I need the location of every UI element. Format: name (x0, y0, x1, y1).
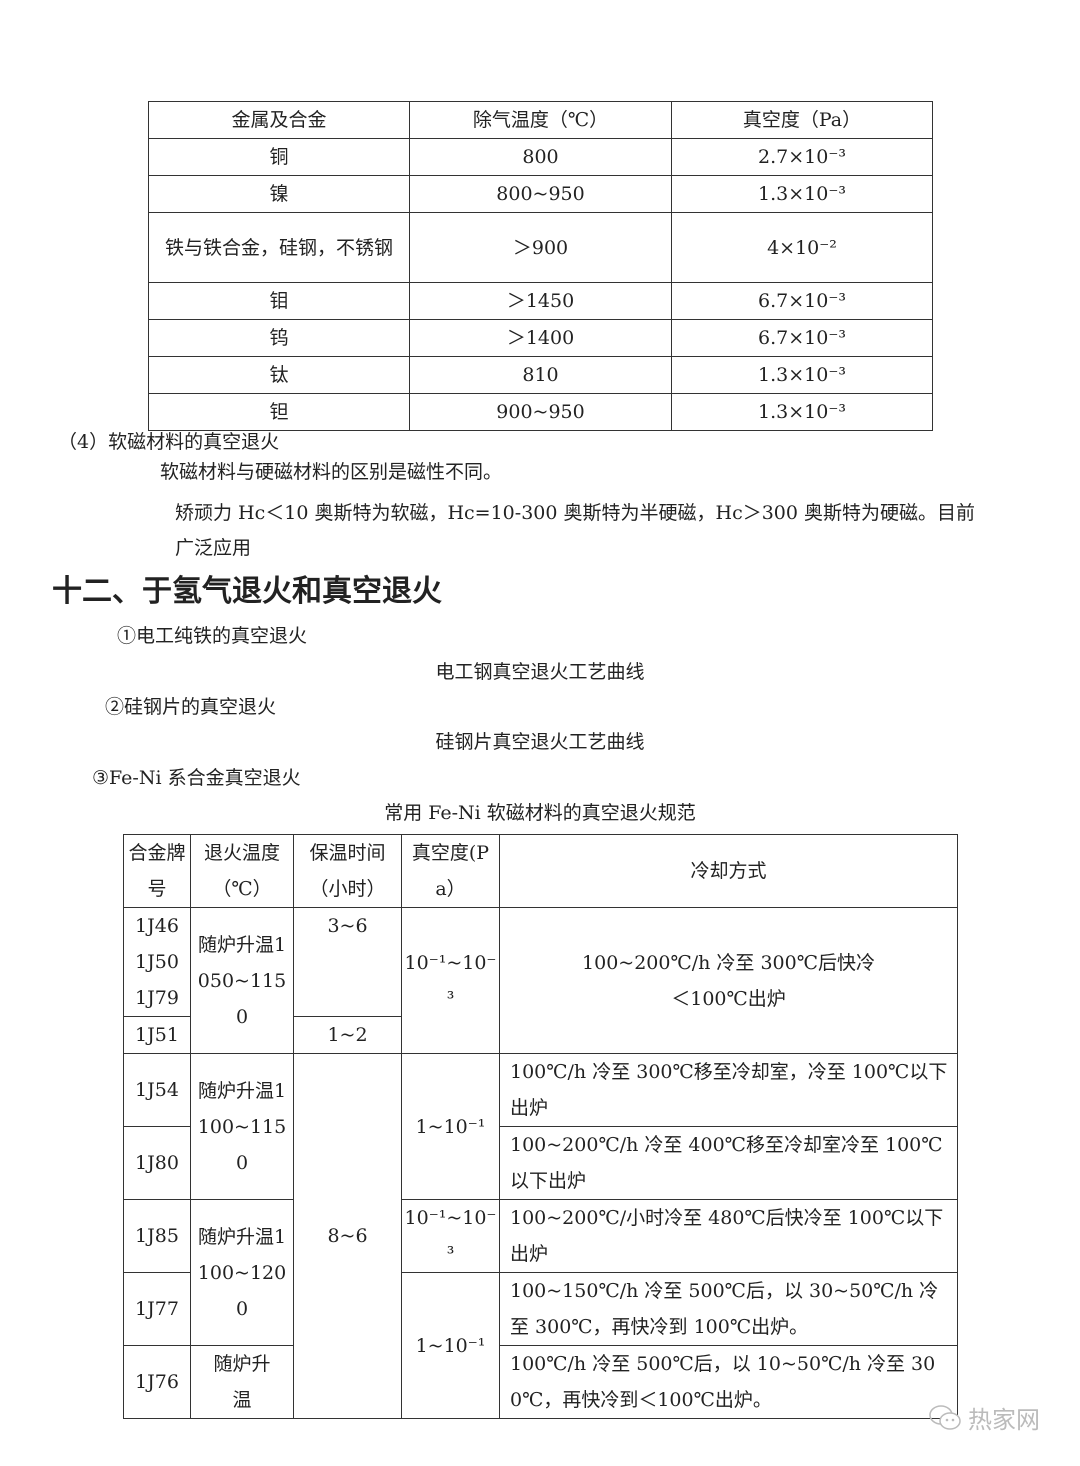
table-row: 1J76 随炉升温 100℃/h 冷至 500℃后，以 10~50℃/h 冷至 … (123, 1345, 958, 1419)
table-row: 铜 800 2.7×10⁻³ (148, 138, 933, 176)
figure-caption: 电工钢真空退火工艺曲线 (435, 661, 645, 683)
cell: 钽 (148, 393, 410, 431)
paragraph: 矫顽力 Hc＜10 奥斯特为软磁，Hc=10-300 奥斯特为半硬磁，Hc＞30… (175, 502, 976, 524)
cell: ＞1400 (409, 319, 672, 357)
degassing-table: 金属及合金 除气温度（℃） 真空度（Pa） 铜 800 2.7×10⁻³ 镍 800~… (148, 101, 933, 431)
table-row: 钼＞1450 6.7×10⁻³ (148, 282, 933, 320)
table-row: 1J54 随炉升温1100~1150 8~6 1~10⁻¹ 100℃/h 冷至 … (123, 1053, 958, 1419)
cooling-cell: 100℃/h 冷至 500℃后，以 10~50℃/h 冷至 300℃，再快冷到＜… (499, 1345, 958, 1419)
cell: 钼 (148, 282, 410, 320)
header-cell: 保温时间（小时） (293, 834, 402, 908)
temp-cell: 随炉升温 (190, 1345, 294, 1419)
table-header-row: 金属及合金 除气温度（℃） 真空度（Pa） (148, 101, 933, 139)
vacuum-cell: 10⁻¹~10⁻³ (401, 907, 500, 1054)
cell: 铁与铁合金，硅钢，不锈钢 (148, 212, 410, 283)
section-heading: 十二、于氢气退火和真空退火 (52, 574, 442, 609)
wechat-icon (929, 1404, 961, 1430)
hold-cell: 8~6 (293, 1053, 402, 1419)
alloy-cell: 1J80 (123, 1126, 191, 1200)
watermark: 热家网 (928, 1400, 1040, 1435)
header-cell: 真空度(Pa） (401, 834, 500, 908)
cell: 1.3×10⁻³ (671, 356, 933, 394)
vacuum-cell: 10⁻¹~10⁻³ (401, 1199, 500, 1273)
cell: 铜 (148, 138, 410, 176)
cell: 810 (409, 356, 672, 394)
header-cell: 除气温度（℃） (409, 101, 672, 139)
header-cell: 退火温度（℃） (190, 834, 294, 908)
cooling-cell: 100~150℃/h 冷至 500℃后，以 30~50℃/h 冷至 300℃，再… (499, 1272, 958, 1346)
cell: 钛 (148, 356, 410, 394)
table-row: 1J51 1~2 (123, 1016, 958, 1054)
table-row: 1J77 1~10⁻¹ 100~150℃/h 冷至 500℃后，以 30~50℃… (123, 1272, 958, 1419)
table-row: 钨＞1400 6.7×10⁻³ (148, 319, 933, 357)
cooling-cell: 100~200℃/h 冷至 400℃移至冷却室冷至 100℃以下出炉 (499, 1126, 958, 1200)
alloy-cell: 1J46 1J50 1J79 (123, 907, 191, 1017)
cell: 4×10⁻² (671, 212, 933, 283)
table-caption: 常用 Fe-Ni 软磁材料的真空退火规范 (384, 802, 696, 824)
alloy-cell: 1J76 (123, 1345, 191, 1419)
fe-ni-annealing-table: 合金牌号 退火温度（℃） 保温时间（小时） 真空度(Pa） 冷却方式 1J46 … (123, 834, 958, 1419)
table-row: 1J46 1J50 1J79 随炉升温1050~1150 3~6 10⁻¹~10… (123, 907, 958, 1054)
vacuum-cell: 1~10⁻¹ (401, 1053, 500, 1200)
vacuum-cell: 1~10⁻¹ (401, 1272, 500, 1419)
cooling-cell: 100~200℃/小时冷至 480℃后快冷至 100℃以下出炉 (499, 1199, 958, 1273)
header-cell: 冷却方式 (499, 834, 958, 908)
table-row: 镍 800~950 1.3×10⁻³ (148, 175, 933, 213)
list-item: ②硅钢片的真空退火 (105, 696, 277, 718)
hold-cell: 3~6 (293, 907, 402, 1017)
header-cell: 真空度（Pa） (671, 101, 933, 139)
cell: ＞900 (409, 212, 672, 283)
table-row: 1J85 随炉升温1100~1200 10⁻¹~10⁻³ 100~200℃/小时… (123, 1199, 958, 1346)
cell: 1.3×10⁻³ (671, 393, 933, 431)
alloy-cell: 1J77 (123, 1272, 191, 1346)
table-row: 钽 900~950 1.3×10⁻³ (148, 393, 933, 431)
cell: 6.7×10⁻³ (671, 319, 933, 357)
hold-cell: 1~2 (293, 1016, 402, 1054)
figure-caption: 硅钢片真空退火工艺曲线 (435, 731, 645, 753)
temp-cell: 随炉升温1100~1150 (190, 1053, 294, 1200)
cell: 800~950 (409, 175, 672, 213)
alloy-cell: 1J85 (123, 1199, 191, 1273)
table-row: 钛 810 1.3×10⁻³ (148, 356, 933, 394)
cell: 6.7×10⁻³ (671, 282, 933, 320)
list-item: ③Fe-Ni 系合金真空退火 (92, 767, 301, 789)
cooling-cell: 100~200℃/h 冷至 300℃后快冷 ＜100℃出炉 (499, 907, 958, 1054)
cell: 800 (409, 138, 672, 176)
header-cell: 合金牌号 (123, 834, 191, 908)
paragraph: 软磁材料与硬磁材料的区别是磁性不同。 (160, 461, 503, 483)
alloy-cell: 1J54 (123, 1053, 191, 1127)
cell: 镍 (148, 175, 410, 213)
temp-cell: 随炉升温1050~1150 (190, 907, 294, 1054)
table-header-row: 合金牌号 退火温度（℃） 保温时间（小时） 真空度(Pa） 冷却方式 (123, 834, 958, 908)
cell: 2.7×10⁻³ (671, 138, 933, 176)
cell: 900~950 (409, 393, 672, 431)
cell: ＞1450 (409, 282, 672, 320)
section-title: （4）软磁材料的真空退火 (58, 431, 280, 453)
cell: 钨 (148, 319, 410, 357)
cooling-cell: 100℃/h 冷至 300℃移至冷却室，冷至 100℃以下出炉 (499, 1053, 958, 1127)
paragraph: 广泛应用 (175, 537, 252, 559)
alloy-cell: 1J51 (123, 1016, 191, 1054)
header-cell: 金属及合金 (148, 101, 410, 139)
watermark-text: 热家网 (968, 1406, 1040, 1434)
temp-cell: 随炉升温1100~1200 (190, 1199, 294, 1346)
list-item: ①电工纯铁的真空退火 (117, 625, 308, 647)
table-row: 1J80 100~200℃/h 冷至 400℃移至冷却室冷至 100℃以下出炉 (123, 1126, 958, 1200)
table-row: 铁与铁合金，硅钢，不锈钢 ＞900 4×10⁻² (148, 212, 933, 283)
cell: 1.3×10⁻³ (671, 175, 933, 213)
